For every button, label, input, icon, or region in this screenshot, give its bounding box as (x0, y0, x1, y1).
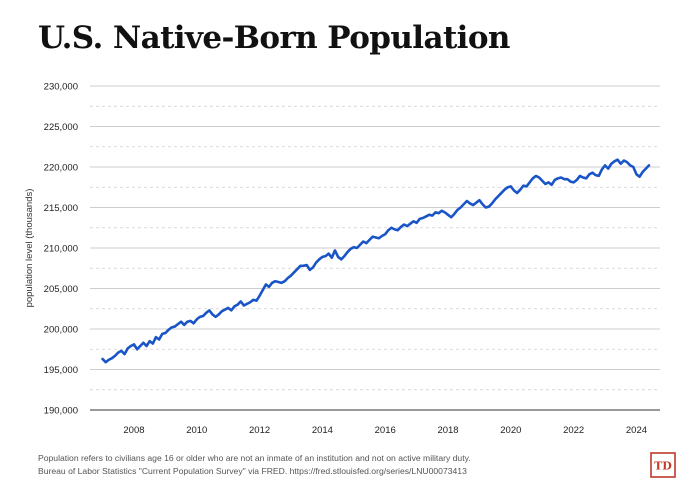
x-tick-label: 2024 (626, 425, 647, 436)
y-tick-label: 215,000 (44, 203, 78, 214)
x-tick-label: 2020 (500, 425, 521, 436)
footnote-source: Bureau of Labor Statistics "Current Popu… (38, 466, 467, 476)
y-axis-label: population level (thousands) (24, 189, 35, 308)
series-layer (101, 158, 651, 364)
y-tick-label: 210,000 (44, 244, 78, 255)
x-tick-label: 2010 (186, 425, 207, 436)
x-tick-label: 2012 (249, 425, 270, 436)
logo-frame (650, 452, 676, 478)
y-tick-label: 190,000 (44, 406, 78, 417)
y-tick-label: 220,000 (44, 163, 78, 174)
footnote-definition: Population refers to civilians age 16 or… (38, 453, 471, 463)
logo-text: TD (654, 460, 672, 473)
y-tick-label: 225,000 (44, 122, 78, 133)
x-tick-label: 2018 (437, 425, 458, 436)
chart-title: U.S. Native-Born Population (38, 20, 510, 56)
x-tick-label: 2022 (563, 425, 584, 436)
y-tick-label: 195,000 (44, 365, 78, 376)
y-tick-label: 200,000 (44, 325, 78, 336)
x-tick-label: 2008 (123, 425, 144, 436)
y-tick-label: 205,000 (44, 284, 78, 295)
x-tick-label: 2014 (312, 425, 333, 436)
x-axis-ticks: 2008 2010 2012 2014 2016 2018 2020 2022 2024 (123, 425, 647, 436)
td-logo: TD (650, 452, 676, 478)
x-tick-label: 2016 (375, 425, 396, 436)
series-line (101, 158, 651, 364)
y-axis-ticks: 190,000 195,000 200,000 205,000 210,000 215,0… (44, 82, 78, 417)
y-tick-label: 230,000 (44, 82, 78, 93)
gridlines (90, 85, 660, 411)
